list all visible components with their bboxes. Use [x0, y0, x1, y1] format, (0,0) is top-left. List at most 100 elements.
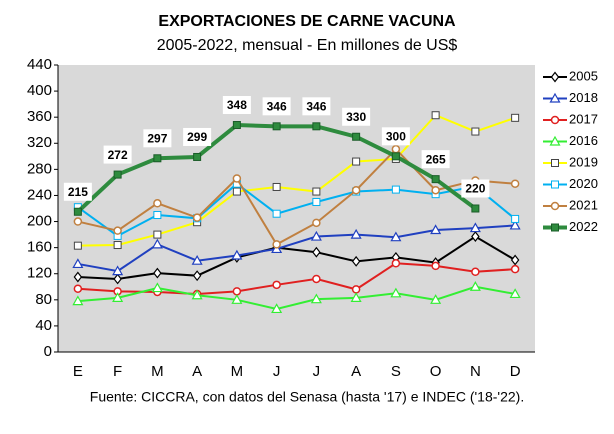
- data-label-box: [222, 96, 251, 115]
- data-point: [471, 127, 480, 136]
- x-tick-label: S: [391, 363, 401, 380]
- data-point: [272, 122, 281, 131]
- series-line: [77, 285, 516, 310]
- chart-subtitle: 2005-2022, mensual - En millones de US$: [157, 37, 458, 54]
- legend-label: 2016: [569, 133, 598, 148]
- legend-label: 2005: [569, 68, 598, 83]
- x-tick-label: F: [113, 363, 122, 380]
- data-point: [272, 209, 281, 218]
- data-point: [153, 211, 162, 220]
- data-point: [112, 292, 124, 302]
- series-line: [77, 147, 516, 246]
- data-point: [272, 182, 281, 191]
- series-line: [77, 224, 516, 273]
- data-point: [351, 285, 361, 294]
- data-point: [510, 254, 520, 266]
- data-point: [391, 152, 400, 161]
- data-label-box: [421, 150, 450, 169]
- x-tick-label: M: [151, 363, 164, 380]
- data-point: [153, 267, 162, 279]
- data-point: [391, 185, 400, 194]
- data-point: [192, 213, 202, 222]
- data-point: [510, 264, 520, 274]
- legend-marker: [549, 92, 561, 103]
- legend-label: 2022: [569, 219, 598, 234]
- data-point: [352, 157, 361, 166]
- data-point: [272, 280, 281, 290]
- data-point: [391, 144, 401, 154]
- y-tick-label: 360: [27, 108, 52, 125]
- legend-marker: [550, 115, 560, 125]
- source-note: Fuente: CICCRA, con datos del Senasa (ha…: [90, 389, 524, 405]
- data-point: [193, 152, 202, 161]
- data-point: [232, 121, 241, 130]
- data-label: 272: [108, 148, 128, 162]
- data-point: [471, 231, 480, 243]
- data-point: [271, 303, 283, 314]
- data-point: [312, 274, 321, 284]
- data-point: [153, 199, 162, 208]
- data-point: [192, 270, 202, 282]
- data-point: [469, 281, 481, 291]
- data-point: [509, 219, 521, 230]
- data-point: [351, 185, 361, 195]
- series-line: [77, 182, 516, 238]
- legend-label: 2018: [569, 90, 598, 105]
- data-point: [191, 289, 203, 300]
- x-tick-label: A: [192, 363, 202, 380]
- series-line: [77, 114, 516, 247]
- y-tick-label: 440: [27, 56, 52, 73]
- data-label-box: [143, 129, 172, 148]
- x-tick-label: M: [231, 363, 244, 380]
- data-point: [73, 241, 82, 250]
- data-point: [72, 295, 84, 306]
- data-label: 330: [346, 110, 366, 124]
- data-label-box: [103, 145, 132, 164]
- y-tick-label: 400: [27, 82, 52, 99]
- data-label: 220: [465, 182, 485, 196]
- data-label-box: [381, 127, 410, 146]
- legend-label: 2020: [569, 176, 598, 191]
- data-point: [390, 231, 402, 242]
- data-point: [153, 154, 162, 163]
- data-point: [73, 207, 82, 216]
- data-point: [350, 292, 362, 302]
- data-label-box: [461, 179, 490, 198]
- data-point: [113, 226, 122, 235]
- x-tick-label: D: [510, 363, 521, 380]
- data-point: [113, 241, 122, 250]
- data-point: [312, 122, 321, 131]
- data-point: [471, 204, 480, 213]
- data-point: [310, 293, 322, 304]
- data-point: [350, 228, 362, 239]
- data-point: [73, 284, 83, 293]
- legend-marker: [550, 71, 560, 83]
- data-point: [431, 175, 440, 184]
- chart-title: EXPORTACIONES DE CARNE VACUNA: [158, 13, 456, 30]
- y-tick-label: 160: [27, 239, 52, 256]
- data-point: [352, 132, 361, 141]
- legend-label: 2019: [569, 154, 598, 169]
- legend-label: 2021: [569, 197, 598, 212]
- data-point: [72, 258, 84, 269]
- data-point: [151, 238, 163, 249]
- data-point: [431, 111, 440, 120]
- data-point: [431, 185, 440, 195]
- legend-label: 2017: [569, 111, 598, 126]
- data-label-box: [302, 97, 331, 116]
- x-tick-label: A: [351, 363, 361, 380]
- x-tick-label: J: [273, 363, 281, 380]
- data-point: [191, 254, 203, 265]
- legend-marker: [551, 180, 559, 189]
- data-label: 300: [386, 129, 406, 143]
- legend-marker: [551, 159, 559, 167]
- series-line: [77, 262, 516, 295]
- data-point: [312, 197, 321, 206]
- data-point: [511, 113, 520, 122]
- data-label: 346: [306, 99, 326, 113]
- data-point: [511, 214, 520, 223]
- data-point: [73, 271, 83, 283]
- x-tick-label: O: [430, 363, 442, 380]
- data-point: [430, 224, 442, 235]
